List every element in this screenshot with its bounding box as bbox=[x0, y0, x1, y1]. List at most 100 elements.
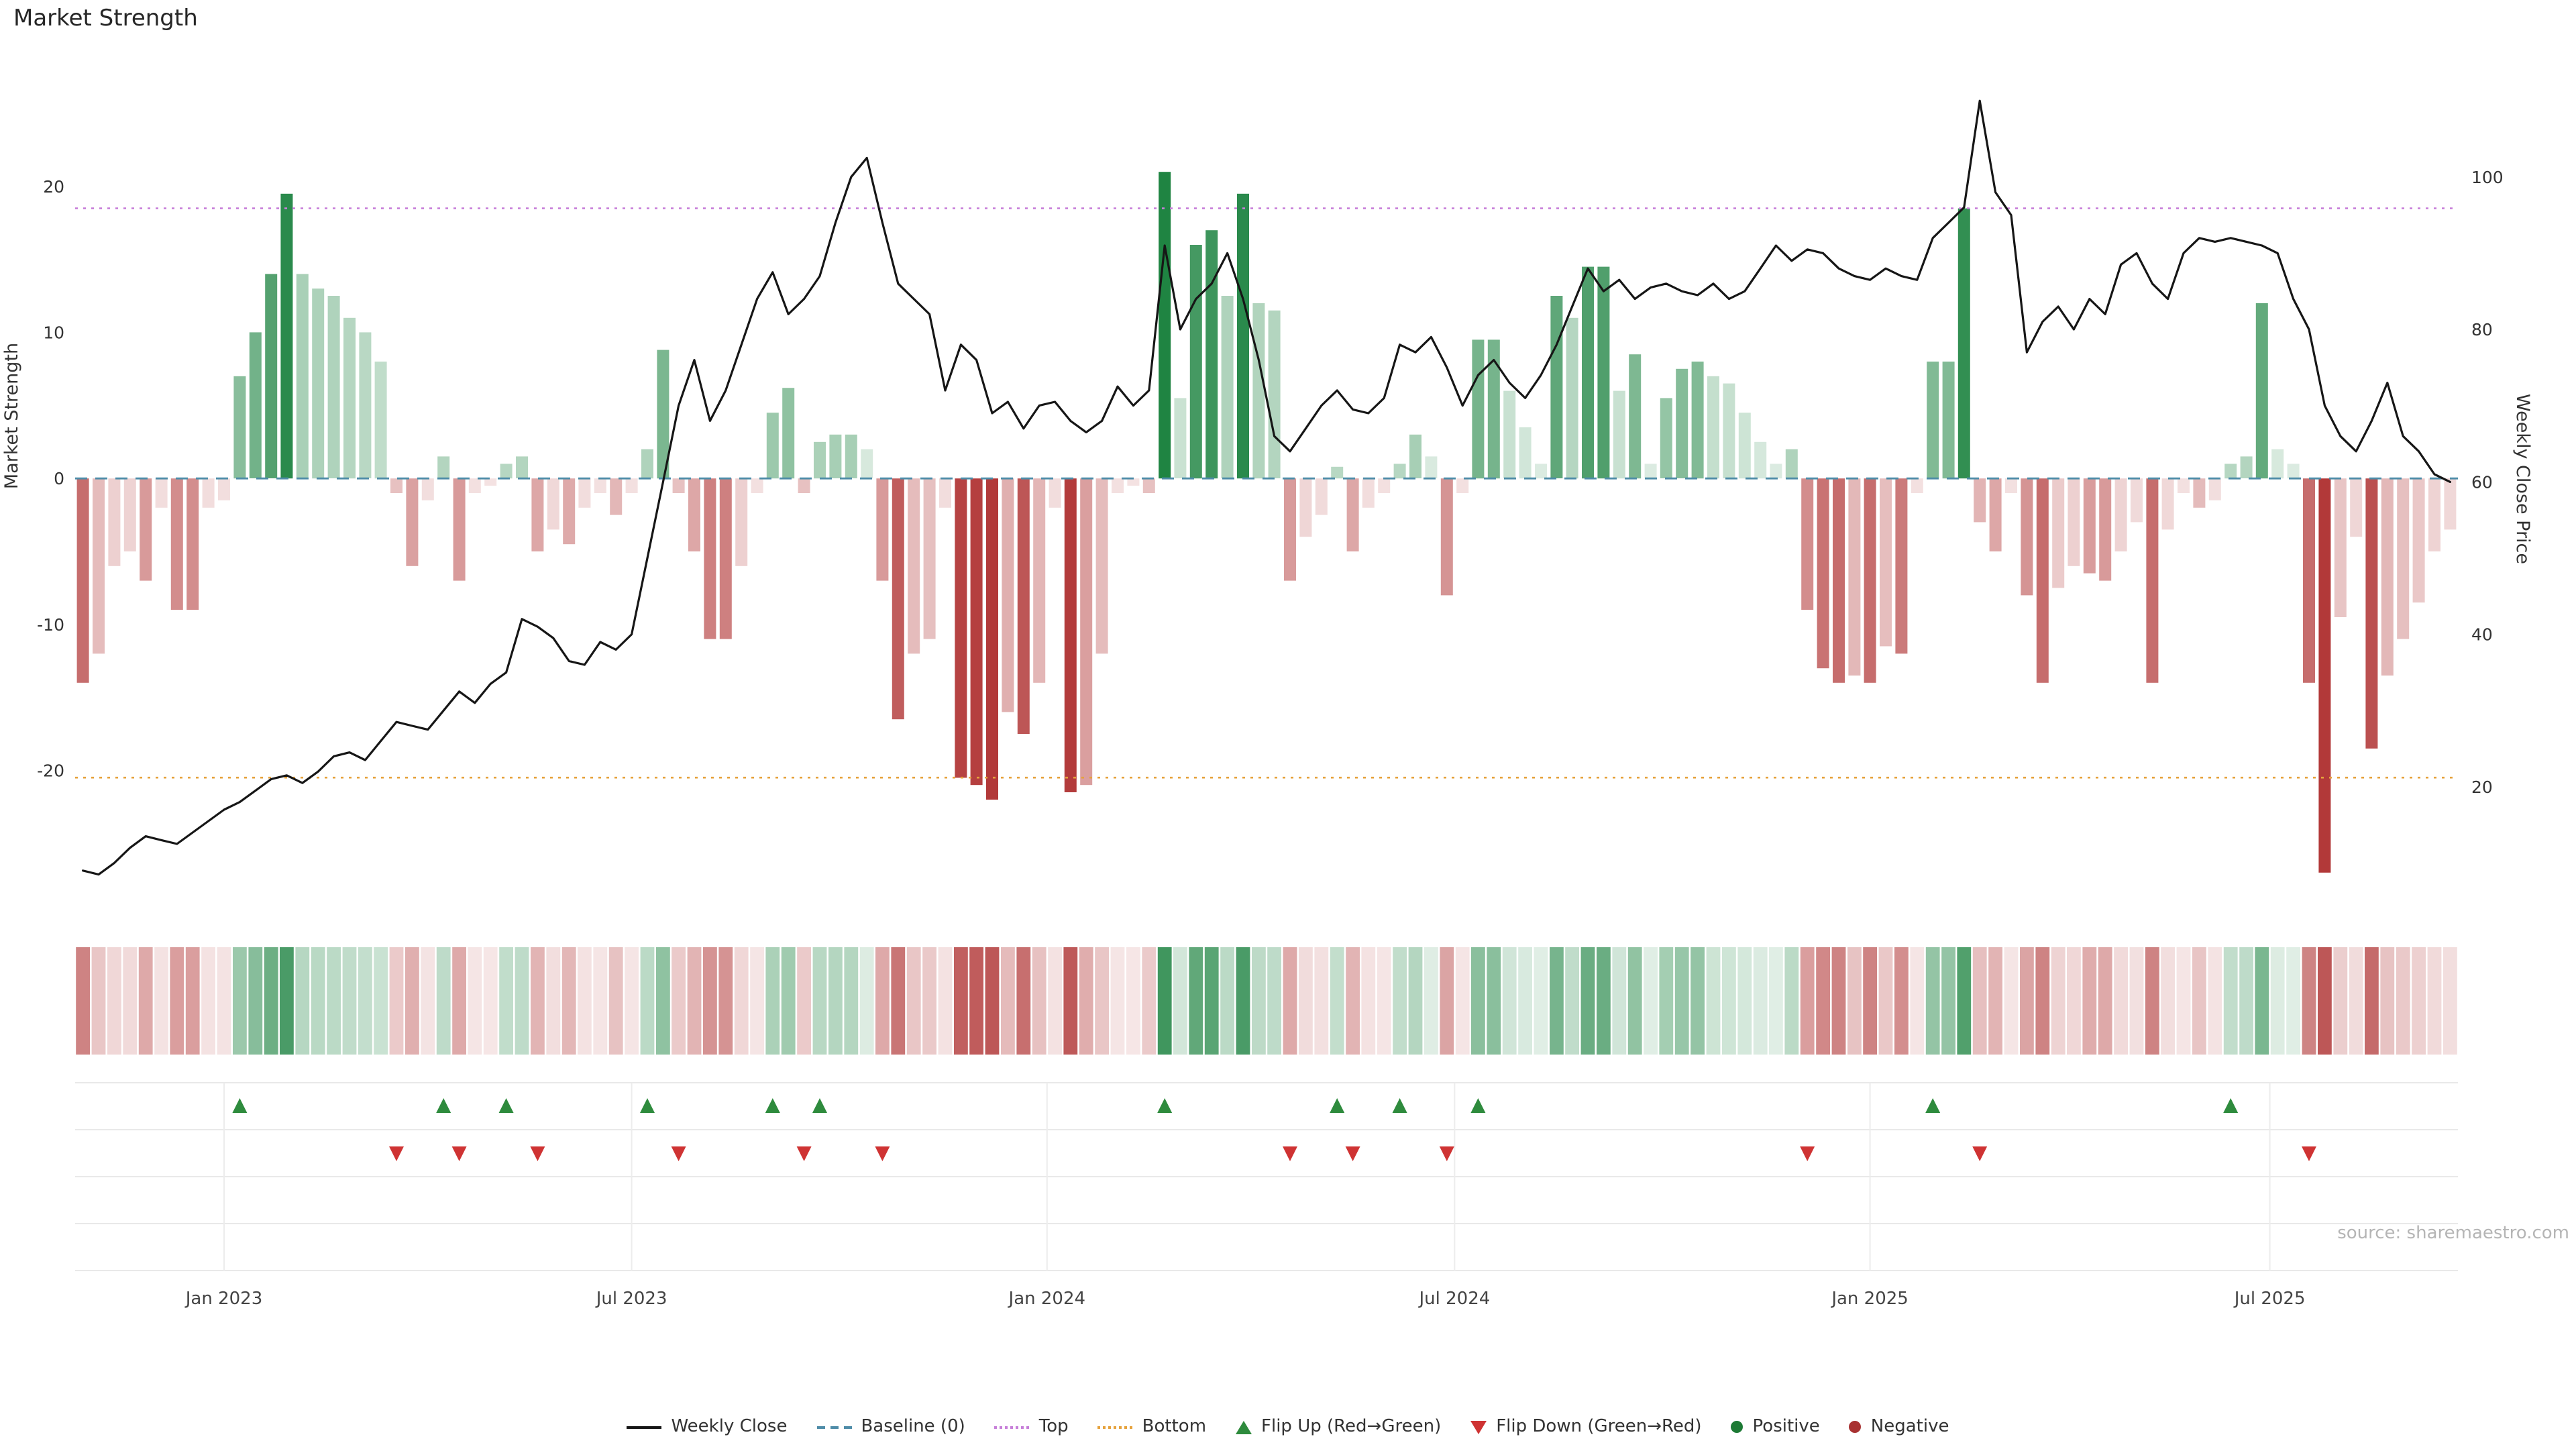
legend-swatch-line-icon bbox=[627, 1426, 662, 1428]
strength-bar bbox=[594, 478, 606, 493]
strength-bar bbox=[1064, 478, 1077, 792]
strength-bar bbox=[1159, 172, 1171, 479]
strength-bar bbox=[2131, 478, 2143, 523]
strength-bar bbox=[1785, 449, 1798, 479]
heatmap-cell bbox=[342, 947, 357, 1055]
heatmap-cell bbox=[1455, 947, 1470, 1055]
heatmap-cell bbox=[1722, 947, 1736, 1055]
legend-item-negative: Negative bbox=[1849, 1417, 1949, 1437]
heatmap-cell bbox=[1079, 947, 1093, 1055]
market-strength-chart: -20 -10 0 10 20 20 40 60 80 100 Jan 2023 Jul 2023 Ja… bbox=[37, 99, 2504, 1309]
legend-swatch-dashed-icon bbox=[816, 1426, 852, 1428]
heatmap-cell bbox=[1644, 947, 1658, 1055]
strength-bar bbox=[782, 388, 795, 479]
strength-bar bbox=[1315, 478, 1328, 515]
heatmap-cell bbox=[781, 947, 796, 1055]
flip-down-triangle-icon bbox=[671, 1146, 686, 1161]
strength-bar bbox=[484, 478, 497, 486]
strength-bar bbox=[1864, 478, 1876, 683]
strength-bar bbox=[2146, 478, 2159, 683]
heatmap-cell bbox=[2396, 947, 2410, 1055]
heatmap-cell bbox=[468, 947, 482, 1055]
strength-bar bbox=[265, 274, 278, 478]
strength-bar bbox=[1989, 478, 2002, 551]
strength-bar bbox=[343, 317, 356, 479]
strength-bar bbox=[2224, 464, 2237, 479]
strength-bar bbox=[155, 478, 168, 508]
strength-bar bbox=[1189, 245, 1202, 479]
strength-bar bbox=[798, 478, 810, 493]
strength-bar bbox=[719, 478, 732, 639]
strength-bar bbox=[327, 296, 340, 478]
heatmap-cell bbox=[1001, 947, 1015, 1055]
flip-down-triangle-icon bbox=[389, 1146, 404, 1161]
strength-bar bbox=[2208, 478, 2221, 500]
strength-bar bbox=[1738, 413, 1751, 479]
heatmap-cell bbox=[1941, 947, 1955, 1055]
heatmap-cell bbox=[1016, 947, 1031, 1055]
strength-bar bbox=[1033, 478, 1046, 683]
heatmap-cell bbox=[1314, 947, 1329, 1055]
heatmap-cell bbox=[436, 947, 451, 1055]
strength-bar bbox=[1550, 296, 1563, 478]
heatmap-cell bbox=[561, 947, 576, 1055]
heatmap-cell bbox=[593, 947, 608, 1055]
strength-bar bbox=[123, 478, 136, 551]
strength-bar bbox=[2365, 478, 2378, 749]
strength-bar bbox=[2052, 478, 2065, 588]
heatmap-cell bbox=[1784, 947, 1799, 1055]
heatmap-cell bbox=[2161, 947, 2175, 1055]
flip-up-triangle-icon bbox=[2223, 1098, 2239, 1113]
strength-bar bbox=[1676, 368, 1688, 478]
strength-bar bbox=[453, 478, 466, 581]
strength-bar bbox=[1362, 478, 1375, 508]
heatmap-cell bbox=[1831, 947, 1846, 1055]
heatmap-cell bbox=[107, 947, 121, 1055]
strength-bar bbox=[406, 478, 419, 566]
heatmap-cell bbox=[2365, 947, 2379, 1055]
heatmap-cell bbox=[452, 947, 466, 1055]
heatmap-cell bbox=[1142, 947, 1157, 1055]
heatmap-cell bbox=[1393, 947, 1407, 1055]
heatmap-cell bbox=[1346, 947, 1360, 1055]
strength-bar bbox=[939, 478, 951, 508]
strength-bar bbox=[76, 478, 89, 683]
heatmap-cell bbox=[327, 947, 341, 1055]
legend-item-flip-up-red-green: Flip Up (Red→Green) bbox=[1236, 1417, 1441, 1437]
heatmap-cell bbox=[1252, 947, 1266, 1055]
heatmap-cell bbox=[954, 947, 968, 1055]
strength-bar bbox=[876, 478, 889, 581]
strength-bar bbox=[1017, 478, 1030, 734]
strength-bar bbox=[908, 478, 920, 654]
heatmap-cell bbox=[1330, 947, 1344, 1055]
heatmap-cell bbox=[2082, 947, 2097, 1055]
flip-down-triangle-icon bbox=[1283, 1146, 1297, 1161]
strength-bar bbox=[1205, 230, 1218, 479]
heatmap-cell bbox=[1204, 947, 1219, 1055]
heatmap-cell bbox=[264, 947, 278, 1055]
heatmap-cell bbox=[938, 947, 953, 1055]
flip-down-triangle-icon bbox=[1800, 1146, 1815, 1161]
strength-bar bbox=[2397, 478, 2410, 639]
x-axis-tick-label: Jul 2025 bbox=[2233, 1289, 2306, 1309]
heatmap-cell bbox=[1377, 947, 1391, 1055]
heatmap-cell bbox=[1299, 947, 1313, 1055]
strength-bar bbox=[1299, 478, 1312, 537]
heatmap-cell bbox=[154, 947, 168, 1055]
strength-bar bbox=[2381, 478, 2394, 676]
heatmap-cell bbox=[985, 947, 1000, 1055]
strength-bar bbox=[468, 478, 481, 493]
flip-up-triangle-icon bbox=[436, 1098, 451, 1113]
heatmap-cell bbox=[2318, 947, 2332, 1055]
strength-bar bbox=[1629, 354, 1642, 479]
strength-bar bbox=[766, 413, 779, 479]
heatmap-cell bbox=[405, 947, 419, 1055]
strength-bar bbox=[2036, 478, 2049, 683]
heatmap-cell bbox=[531, 947, 545, 1055]
strength-bar bbox=[1848, 478, 1861, 676]
flip-up-triangle-icon bbox=[812, 1098, 827, 1113]
strength-bar bbox=[2005, 478, 2017, 493]
heatmap-cell bbox=[170, 947, 184, 1055]
heatmap-cell bbox=[765, 947, 780, 1055]
